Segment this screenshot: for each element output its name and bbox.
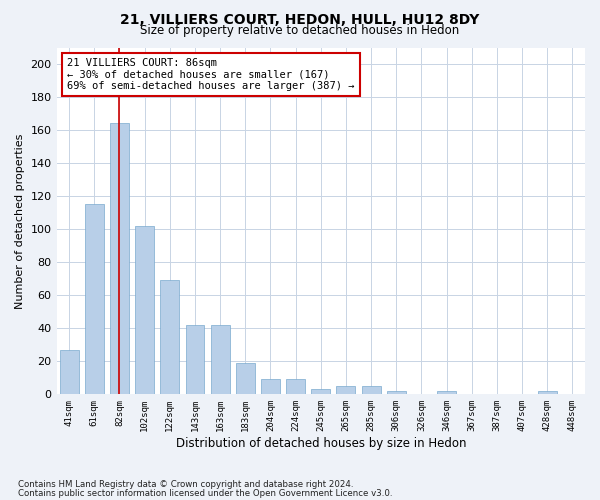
Bar bbox=[387, 391, 406, 394]
X-axis label: Distribution of detached houses by size in Hedon: Distribution of detached houses by size … bbox=[176, 437, 466, 450]
Text: Contains HM Land Registry data © Crown copyright and database right 2024.: Contains HM Land Registry data © Crown c… bbox=[18, 480, 353, 489]
Bar bbox=[261, 380, 280, 394]
Bar bbox=[135, 226, 154, 394]
Bar bbox=[185, 325, 205, 394]
Text: 21 VILLIERS COURT: 86sqm
← 30% of detached houses are smaller (167)
69% of semi-: 21 VILLIERS COURT: 86sqm ← 30% of detach… bbox=[67, 58, 355, 91]
Bar bbox=[59, 350, 79, 395]
Bar bbox=[286, 380, 305, 394]
Bar bbox=[160, 280, 179, 394]
Bar bbox=[110, 124, 129, 394]
Bar bbox=[236, 363, 255, 394]
Y-axis label: Number of detached properties: Number of detached properties bbox=[15, 133, 25, 308]
Bar bbox=[211, 325, 230, 394]
Bar bbox=[362, 386, 380, 394]
Text: 21, VILLIERS COURT, HEDON, HULL, HU12 8DY: 21, VILLIERS COURT, HEDON, HULL, HU12 8D… bbox=[121, 12, 479, 26]
Bar bbox=[311, 390, 330, 394]
Bar bbox=[437, 391, 456, 394]
Bar bbox=[538, 391, 557, 394]
Bar bbox=[337, 386, 355, 394]
Text: Contains public sector information licensed under the Open Government Licence v3: Contains public sector information licen… bbox=[18, 489, 392, 498]
Bar bbox=[85, 204, 104, 394]
Text: Size of property relative to detached houses in Hedon: Size of property relative to detached ho… bbox=[140, 24, 460, 37]
